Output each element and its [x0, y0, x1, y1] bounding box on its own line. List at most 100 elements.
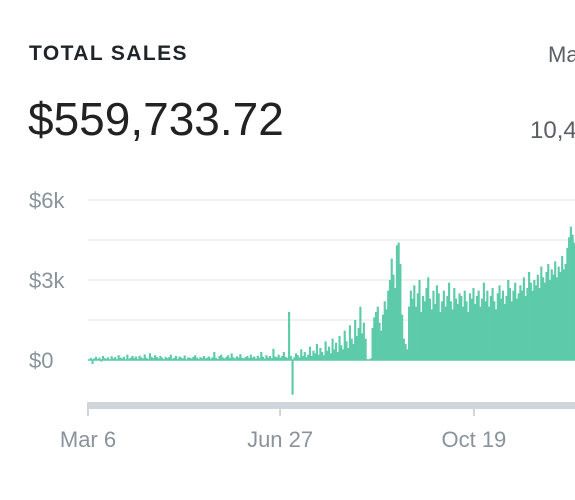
bar[interactable] [211, 357, 214, 360]
bar[interactable] [559, 272, 562, 360]
bar[interactable] [561, 256, 564, 360]
bar[interactable] [180, 357, 183, 360]
bar[interactable] [291, 360, 294, 395]
bar[interactable] [355, 336, 358, 360]
bar[interactable] [145, 357, 148, 360]
bar[interactable] [535, 285, 538, 360]
bar[interactable] [114, 357, 117, 360]
bar[interactable] [159, 356, 162, 360]
bar[interactable] [281, 356, 284, 360]
bar[interactable] [446, 296, 449, 360]
bar[interactable] [413, 285, 416, 360]
bar[interactable] [150, 356, 153, 360]
bar[interactable] [129, 357, 132, 360]
bar[interactable] [529, 282, 532, 360]
bar[interactable] [394, 288, 397, 360]
bar[interactable] [435, 285, 438, 360]
bar[interactable] [242, 358, 245, 360]
bar[interactable] [173, 357, 176, 360]
bar[interactable] [423, 301, 426, 360]
bar[interactable] [568, 237, 571, 360]
bar[interactable] [143, 354, 146, 360]
bar[interactable] [390, 258, 393, 360]
bar[interactable] [138, 355, 141, 360]
bar[interactable] [256, 355, 259, 360]
bar[interactable] [569, 226, 572, 360]
bar[interactable] [294, 353, 298, 360]
bar[interactable] [505, 296, 508, 360]
bar[interactable] [301, 356, 305, 360]
bar[interactable] [235, 356, 238, 360]
bar[interactable] [91, 360, 94, 364]
bar[interactable] [155, 357, 158, 360]
bar[interactable] [181, 358, 185, 360]
bar[interactable] [545, 272, 548, 360]
bar[interactable] [519, 285, 522, 360]
bar[interactable] [268, 356, 272, 360]
bar[interactable] [134, 356, 138, 360]
bar[interactable] [253, 356, 256, 360]
bar[interactable] [395, 245, 398, 360]
bar[interactable] [397, 242, 400, 360]
bar[interactable] [133, 358, 136, 360]
bar[interactable] [488, 306, 491, 360]
bar[interactable] [230, 353, 233, 360]
bar[interactable] [296, 355, 299, 360]
bar[interactable] [555, 277, 559, 360]
bar[interactable] [374, 312, 378, 360]
bar[interactable] [214, 357, 218, 360]
bar[interactable] [315, 344, 318, 360]
bar[interactable] [373, 317, 376, 360]
bar[interactable] [329, 353, 332, 360]
bar[interactable] [411, 298, 414, 360]
bar[interactable] [501, 290, 505, 360]
bar[interactable] [514, 282, 517, 360]
bar[interactable] [140, 357, 143, 360]
bar[interactable] [474, 304, 477, 360]
bar[interactable] [383, 301, 386, 360]
bar[interactable] [456, 304, 459, 360]
bar[interactable] [489, 296, 492, 360]
bar[interactable] [338, 336, 341, 360]
bar[interactable] [369, 358, 372, 360]
bar[interactable] [161, 357, 164, 360]
bar[interactable] [103, 358, 106, 360]
bar[interactable] [399, 264, 402, 360]
bar[interactable] [401, 314, 404, 360]
bar[interactable] [528, 272, 531, 360]
bar[interactable] [228, 358, 232, 360]
bar[interactable] [566, 248, 569, 360]
bar[interactable] [465, 301, 468, 360]
bar[interactable] [552, 274, 555, 360]
bar[interactable] [284, 356, 287, 360]
bar[interactable] [314, 353, 317, 360]
bar[interactable] [467, 312, 470, 360]
bar[interactable] [408, 306, 411, 360]
bar[interactable] [494, 309, 498, 360]
bar[interactable] [187, 357, 190, 360]
bar[interactable] [461, 306, 465, 360]
bar[interactable] [93, 358, 96, 360]
bar[interactable] [117, 355, 120, 360]
bar[interactable] [421, 296, 425, 360]
bar[interactable] [357, 328, 360, 360]
bar[interactable] [444, 306, 447, 360]
bar[interactable] [402, 338, 405, 360]
bar[interactable] [448, 282, 451, 360]
bar[interactable] [541, 277, 545, 360]
bar[interactable] [340, 345, 343, 360]
bar[interactable] [312, 350, 315, 360]
bar[interactable] [409, 290, 412, 360]
bar[interactable] [500, 298, 503, 360]
bar[interactable] [244, 357, 247, 360]
bar[interactable] [451, 309, 454, 360]
bar[interactable] [148, 353, 152, 360]
bar[interactable] [491, 288, 494, 360]
bar[interactable] [241, 357, 244, 360]
bar[interactable] [154, 355, 157, 360]
bar[interactable] [166, 358, 169, 360]
bar[interactable] [430, 309, 433, 360]
bar[interactable] [234, 358, 237, 360]
bar[interactable] [300, 349, 303, 360]
